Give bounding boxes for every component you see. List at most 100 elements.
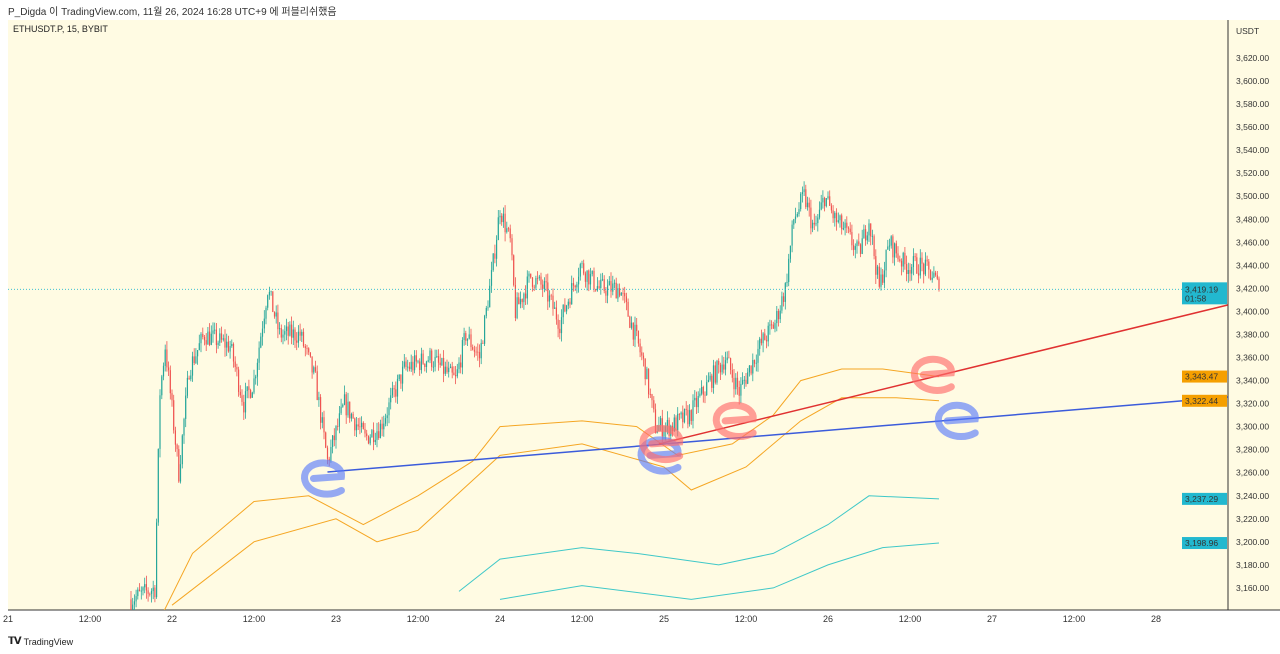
price-axis-background	[1228, 20, 1280, 610]
candle-body	[586, 270, 588, 282]
candle-body	[540, 276, 542, 285]
candle-body	[289, 324, 291, 336]
candle-body	[301, 331, 303, 336]
time-tick-label: 12:00	[243, 614, 266, 624]
candle-body	[209, 331, 211, 345]
candle-body	[489, 285, 491, 308]
candle-body	[229, 346, 231, 352]
candle-body	[166, 349, 168, 368]
candle-body	[219, 333, 221, 343]
candle-body	[244, 391, 247, 413]
candle-body	[226, 341, 228, 348]
candle-body	[834, 212, 836, 219]
candle-body	[342, 404, 344, 407]
candle-body	[542, 284, 544, 289]
candle-body	[239, 391, 241, 396]
candle-body	[234, 361, 236, 368]
candle-body	[323, 417, 325, 433]
candle-body	[361, 422, 363, 428]
candle-body	[868, 223, 870, 236]
candle-body	[815, 223, 817, 225]
candle-body	[178, 449, 180, 482]
candle-body	[859, 244, 862, 254]
candle-body	[535, 278, 537, 288]
candle-body	[335, 426, 337, 441]
candle-body	[169, 370, 171, 394]
price-tick-label: 3,460.00	[1236, 237, 1269, 247]
candle-body	[364, 429, 366, 434]
symbol-info[interactable]: ETHUSDT.P, 15, BYBIT	[13, 24, 108, 34]
candle-body	[171, 393, 173, 401]
candle-body	[914, 256, 916, 258]
candle-body	[772, 324, 774, 329]
candle-body	[912, 256, 914, 267]
candle-body	[550, 295, 552, 297]
candle-body	[783, 296, 785, 302]
candle-body	[455, 375, 457, 377]
candle-body	[470, 334, 472, 348]
candle-body	[560, 317, 563, 334]
candle-body	[367, 436, 370, 444]
candle-body	[525, 293, 527, 299]
candle-body	[871, 236, 873, 237]
candle-body	[220, 333, 223, 340]
candle-body	[432, 366, 434, 368]
candle-body	[839, 215, 841, 221]
candle-body	[272, 291, 274, 312]
price-tick-label: 3,540.00	[1236, 145, 1269, 155]
candle-body	[362, 422, 364, 429]
candle-body	[890, 236, 892, 246]
candle-body	[168, 367, 170, 371]
candle-body	[480, 342, 482, 359]
candle-body	[398, 374, 400, 379]
tradingview-logo[interactable]: 𝗧𝗩 TradingView	[8, 636, 73, 647]
candle-body	[526, 276, 528, 299]
candle-body	[417, 361, 419, 363]
candle-body	[251, 392, 253, 398]
candle-body	[847, 227, 850, 229]
candle-body	[173, 400, 175, 431]
candle-body	[509, 228, 511, 239]
candle-body	[256, 362, 258, 377]
candle-body	[926, 259, 928, 262]
candle-body	[861, 238, 863, 254]
price-tick-label: 3,500.00	[1236, 191, 1269, 201]
candle-body	[238, 369, 240, 392]
candle-body	[186, 377, 188, 396]
candle-body	[530, 273, 532, 278]
candle-body	[468, 334, 470, 339]
countdown-label: 01:58	[1185, 293, 1207, 303]
time-tick-label: 12:00	[1063, 614, 1086, 624]
candle-body	[402, 366, 404, 384]
candle-body	[719, 364, 721, 373]
price-badge	[1182, 394, 1227, 407]
candle-body	[403, 361, 405, 367]
candle-body	[492, 253, 494, 271]
candle-body	[786, 281, 788, 284]
price-tick-label: 3,320.00	[1236, 399, 1269, 409]
candle-body	[200, 333, 202, 344]
candle-body	[794, 216, 797, 220]
candle-body	[326, 447, 329, 459]
candle-body	[916, 257, 918, 274]
candle-body	[759, 338, 761, 349]
candle-body	[608, 281, 610, 286]
candle-body	[202, 333, 204, 337]
candle-body	[243, 401, 245, 413]
candle-body	[554, 307, 556, 309]
candle-body	[767, 325, 769, 342]
candle-body	[195, 356, 197, 363]
candle-body	[813, 222, 815, 225]
candle-body	[130, 599, 132, 610]
candle-body	[718, 360, 720, 365]
candle-body	[784, 283, 786, 302]
candle-body	[820, 202, 822, 210]
currency-label[interactable]: USDT	[1236, 26, 1260, 36]
candle-body	[730, 358, 732, 370]
candle-body	[637, 331, 639, 344]
candle-body	[174, 430, 176, 445]
candle-body	[878, 266, 880, 287]
candle-body	[636, 324, 638, 331]
time-tick-label: 12:00	[899, 614, 922, 624]
